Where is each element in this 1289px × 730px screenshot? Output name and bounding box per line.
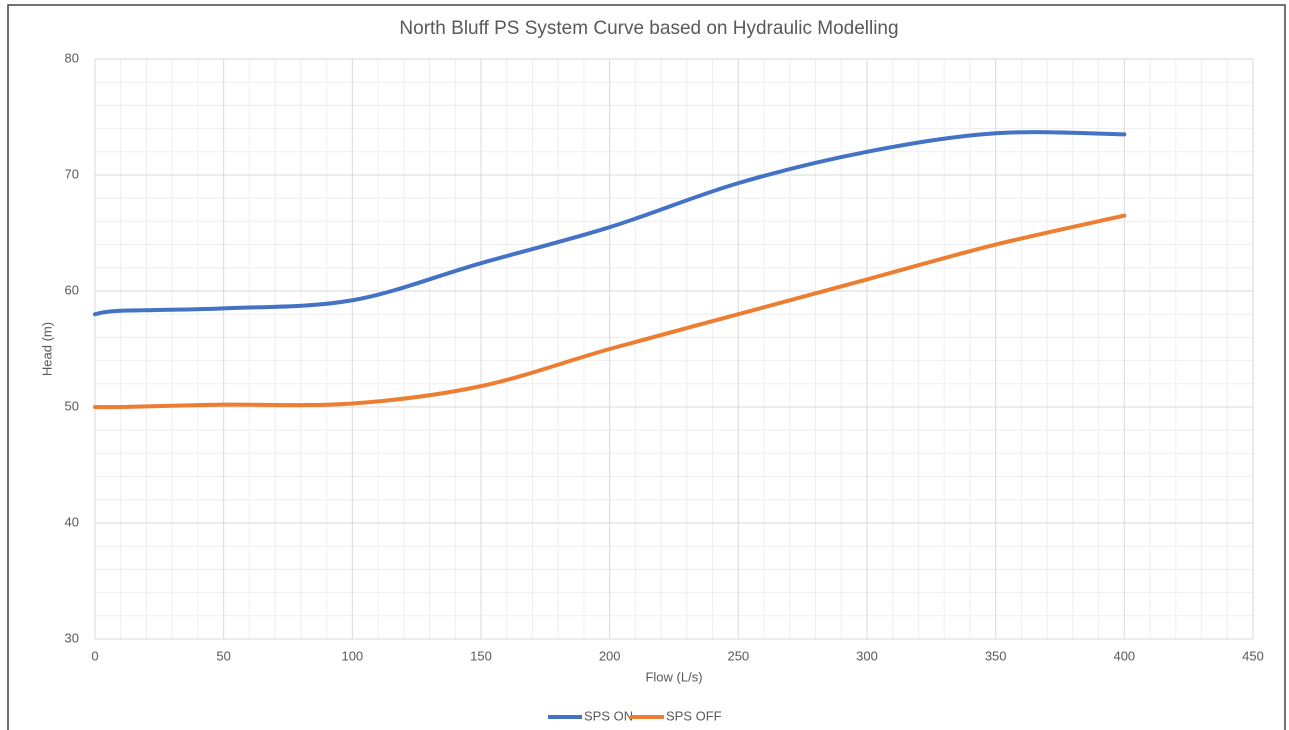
y-tick-label: 70 [65,166,79,181]
x-tick-label: 350 [985,648,1007,663]
y-tick-label: 80 [65,50,79,65]
legend-label: SPS ON [584,708,633,723]
y-tick-label: 40 [65,514,79,529]
x-axis-title: Flow (L/s) [645,669,702,684]
chart-border [7,4,1286,730]
y-tick-label: 60 [65,282,79,297]
chart-title: North Bluff PS System Curve based on Hyd… [399,18,898,39]
x-tick-label: 300 [856,648,878,663]
y-tick-label: 50 [65,398,79,413]
x-tick-label: 400 [1113,648,1135,663]
x-tick-label: 200 [599,648,621,663]
x-tick-label: 450 [1242,648,1264,663]
series-line [93,213,1127,410]
x-tick-label: 100 [341,648,363,663]
x-tick-label: 50 [216,648,230,663]
legend-label: SPS OFF [666,708,722,723]
x-tick-label: 0 [91,648,98,663]
y-tick-label: 30 [65,630,79,645]
x-tick-label: 250 [727,648,749,663]
x-tick-label: 150 [470,648,492,663]
y-axis-title: Head (m) [39,322,54,376]
series-line [93,130,1127,317]
